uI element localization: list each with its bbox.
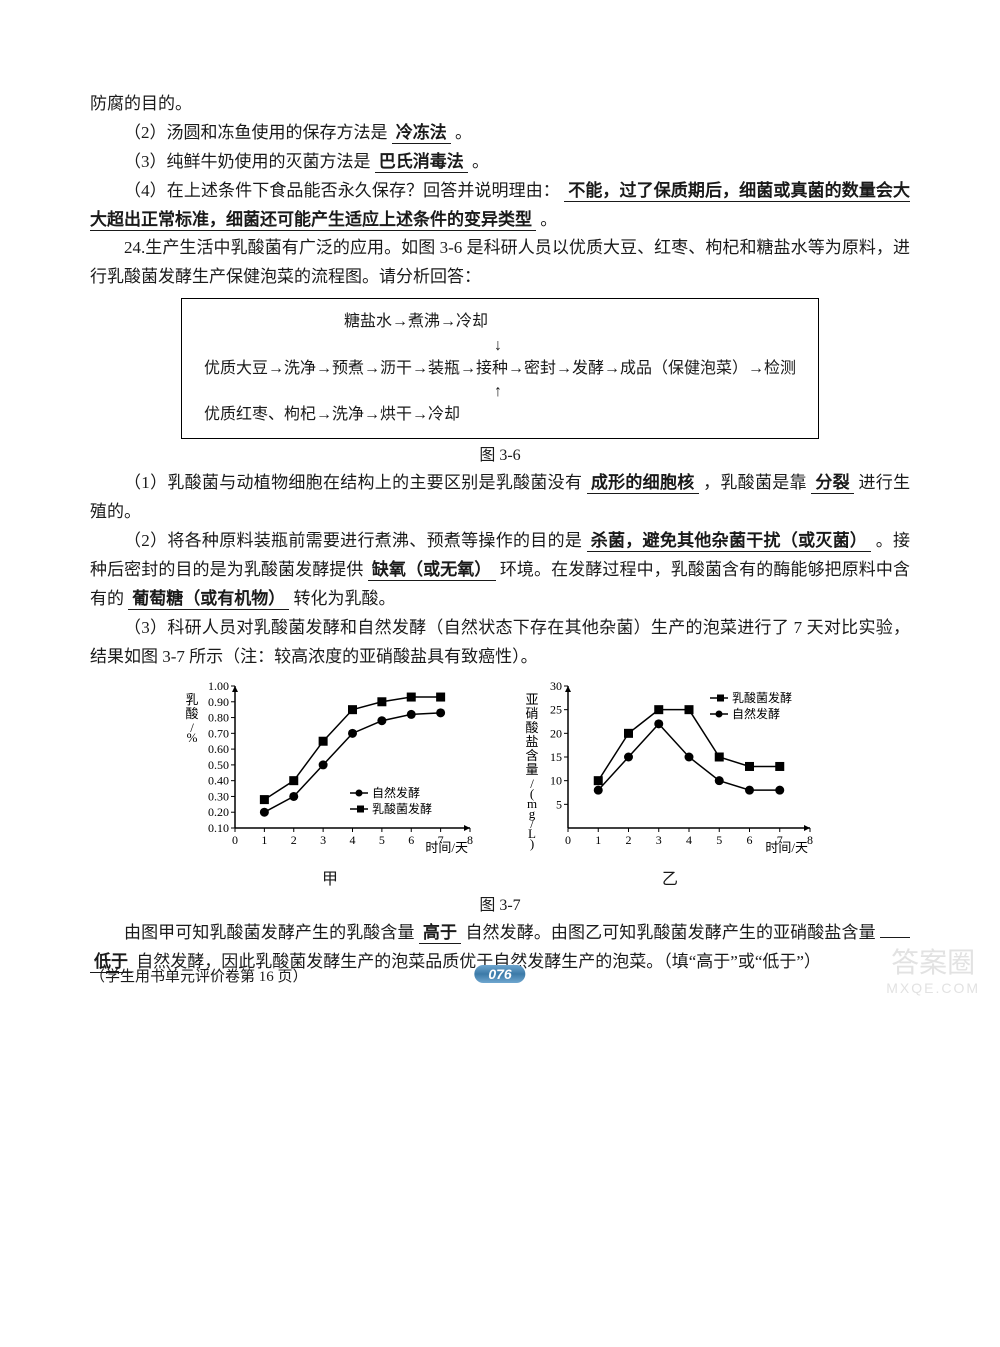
chart-left-label: 甲 — [180, 865, 480, 889]
svg-text:2: 2 — [291, 833, 297, 847]
svg-text:3: 3 — [656, 833, 662, 847]
svg-text:5: 5 — [556, 797, 562, 811]
svg-text:时间/天: 时间/天 — [425, 840, 468, 855]
answer-underline: 冷冻法 — [392, 123, 451, 144]
svg-text:0.90: 0.90 — [208, 694, 229, 708]
answer-underline: 缺氧（或无氧） — [368, 560, 496, 581]
para-p4: （4）在上述条件下食品能否永久保存？回答并说明理由： 不能，过了保质期后，细菌或… — [90, 177, 910, 235]
svg-text:乳酸菌发酵: 乳酸菌发酵 — [732, 690, 792, 705]
para-p1: 防腐的目的。 — [90, 90, 910, 119]
svg-text:乳: 乳 — [185, 692, 198, 707]
figure-caption-3-6: 图 3-6 — [90, 441, 910, 465]
watermark: 答案圈 MXQE.COM — [886, 946, 980, 996]
answer-underline: 成形的细胞核 — [587, 473, 699, 494]
svg-text:0: 0 — [565, 833, 571, 847]
page: 防腐的目的。 （2）汤圆和冻鱼使用的保存方法是 冷冻法 。 （3）纯鲜牛奶使用的… — [0, 0, 1000, 1016]
svg-text:25: 25 — [550, 702, 562, 716]
svg-text:盐: 盐 — [525, 734, 538, 749]
text: （2）将各种原料装瓶前需要进行煮沸、预煮等操作的目的是 — [124, 531, 582, 550]
para-p3: （3）纯鲜牛奶使用的灭菌方法是 巴氏消毒法 。 — [90, 148, 910, 177]
svg-text:5: 5 — [716, 833, 722, 847]
answer-underline: 巴氏消毒法 — [375, 152, 468, 173]
text: （2）汤圆和冻鱼使用的保存方法是 — [124, 123, 388, 142]
figure-caption-3-7: 图 3-7 — [90, 891, 910, 915]
flow-arrow-up: ↑ — [494, 383, 502, 400]
svg-text:0.70: 0.70 — [208, 726, 229, 740]
footer-page-badge: 076 — [474, 965, 525, 984]
watermark-line-2: MXQE.COM — [886, 980, 980, 997]
flow-arrow-down: ↓ — [494, 337, 502, 354]
question-24: 24.生产生活中乳酸菌有广泛的应用。如图 3-6 是科研人员以优质大豆、红枣、枸… — [90, 234, 910, 292]
text: （3）纯鲜牛奶使用的灭菌方法是 — [124, 152, 371, 171]
svg-text:1: 1 — [595, 833, 601, 847]
svg-text:20: 20 — [550, 726, 562, 740]
svg-text:6: 6 — [408, 833, 414, 847]
svg-text:0.40: 0.40 — [208, 773, 229, 787]
svg-text:0.80: 0.80 — [208, 710, 229, 724]
svg-text:0.60: 0.60 — [208, 742, 229, 756]
sub-1: （1）乳酸菌与动植物细胞在结构上的主要区别是乳酸菌没有 成形的细胞核 ，乳酸菌是… — [90, 469, 910, 527]
text: ，乳酸菌是靠 — [703, 473, 807, 492]
text: 转化为乳酸。 — [294, 589, 396, 608]
flow-line-2: 优质大豆→洗净→预煮→沥干→装瓶→接种→密封→发酵→成品（保健泡菜）→检测 — [204, 360, 796, 377]
svg-text:乳酸菌发酵: 乳酸菌发酵 — [372, 801, 432, 816]
answer-underline: 分裂 — [811, 473, 854, 494]
watermark-line-1: 答案圈 — [886, 946, 980, 980]
chart-left-svg: 0123456780.100.200.300.400.500.600.700.8… — [180, 678, 480, 858]
svg-text:4: 4 — [686, 833, 692, 847]
svg-text:2: 2 — [626, 833, 632, 847]
svg-text:0.50: 0.50 — [208, 758, 229, 772]
blank — [880, 937, 910, 938]
svg-text:30: 30 — [550, 679, 562, 693]
sub-2: （2）将各种原料装瓶前需要进行煮沸、预煮等操作的目的是 杀菌，避免其他杂菌干扰（… — [90, 527, 910, 614]
svg-text:0: 0 — [232, 833, 238, 847]
para-p2: （2）汤圆和冻鱼使用的保存方法是 冷冻法 。 — [90, 119, 910, 148]
svg-text:10: 10 — [550, 773, 562, 787]
flow-line-1: 糖盐水→煮沸→冷却 — [344, 313, 488, 330]
svg-text:1.00: 1.00 — [208, 679, 229, 693]
svg-text:1: 1 — [261, 833, 267, 847]
answer-underline: 高于 — [419, 923, 461, 944]
flow-line-3: 优质红枣、枸杞→洗净→烘干→冷却 — [204, 406, 460, 423]
flowchart-3-6: 糖盐水→煮沸→冷却 ↓ 优质大豆→洗净→预煮→沥干→装瓶→接种→密封→发酵→成品… — [181, 298, 819, 439]
answer-underline: 杀菌，避免其他杂菌干扰（或灭菌） — [587, 531, 872, 552]
sub-3: （3）科研人员对乳酸菌发酵和自然发酵（自然状态下存在其他杂菌）生产的泡菜进行了 … — [90, 614, 910, 672]
answer-underline: 葡萄糖（或有机物） — [128, 589, 289, 610]
svg-text:硝: 硝 — [525, 706, 538, 721]
chart-left-wrap: 0123456780.100.200.300.400.500.600.700.8… — [180, 678, 480, 889]
text: 。 — [455, 123, 472, 142]
svg-text:酸: 酸 — [525, 720, 538, 735]
svg-text:自然发酵: 自然发酵 — [372, 785, 420, 800]
svg-text:酸: 酸 — [185, 706, 198, 721]
text: 自然发酵。由图乙可知乳酸菌发酵产生的亚硝酸盐含量 — [465, 923, 875, 942]
svg-text:4: 4 — [350, 833, 356, 847]
chart-right-label: 乙 — [520, 865, 820, 889]
page-footer: （学生用书单元评价卷第 16 页） 076 — [90, 965, 910, 986]
svg-text:亚: 亚 — [525, 692, 538, 707]
chart-right-svg: 01234567851015202530时间/天亚硝酸盐含量/(mg/L)乳酸菌… — [520, 678, 820, 858]
svg-text:5: 5 — [379, 833, 385, 847]
svg-text:%: % — [187, 730, 198, 745]
svg-text:): ) — [530, 836, 534, 851]
chart-right-wrap: 01234567851015202530时间/天亚硝酸盐含量/(mg/L)乳酸菌… — [520, 678, 820, 889]
svg-text:0.30: 0.30 — [208, 789, 229, 803]
text: 。 — [540, 210, 557, 229]
svg-text:量: 量 — [525, 762, 538, 777]
svg-text:15: 15 — [550, 750, 562, 764]
charts-row: 0123456780.100.200.300.400.500.600.700.8… — [90, 678, 910, 889]
text: 由图甲可知乳酸菌发酵产生的乳酸含量 — [124, 923, 415, 942]
text: （4）在上述条件下食品能否永久保存？回答并说明理由： — [124, 181, 560, 200]
svg-text:0.10: 0.10 — [208, 821, 229, 835]
svg-text:6: 6 — [747, 833, 753, 847]
text: 。 — [472, 152, 489, 171]
footer-left-text: （学生用书单元评价卷第 16 页） — [90, 965, 308, 986]
page-number: 076 — [474, 965, 525, 983]
svg-text:时间/天: 时间/天 — [765, 840, 808, 855]
svg-text:自然发酵: 自然发酵 — [732, 706, 780, 721]
text: （1）乳酸菌与动植物细胞在结构上的主要区别是乳酸菌没有 — [124, 473, 582, 492]
svg-text:0.20: 0.20 — [208, 805, 229, 819]
svg-text:3: 3 — [320, 833, 326, 847]
svg-text:含: 含 — [525, 748, 538, 763]
